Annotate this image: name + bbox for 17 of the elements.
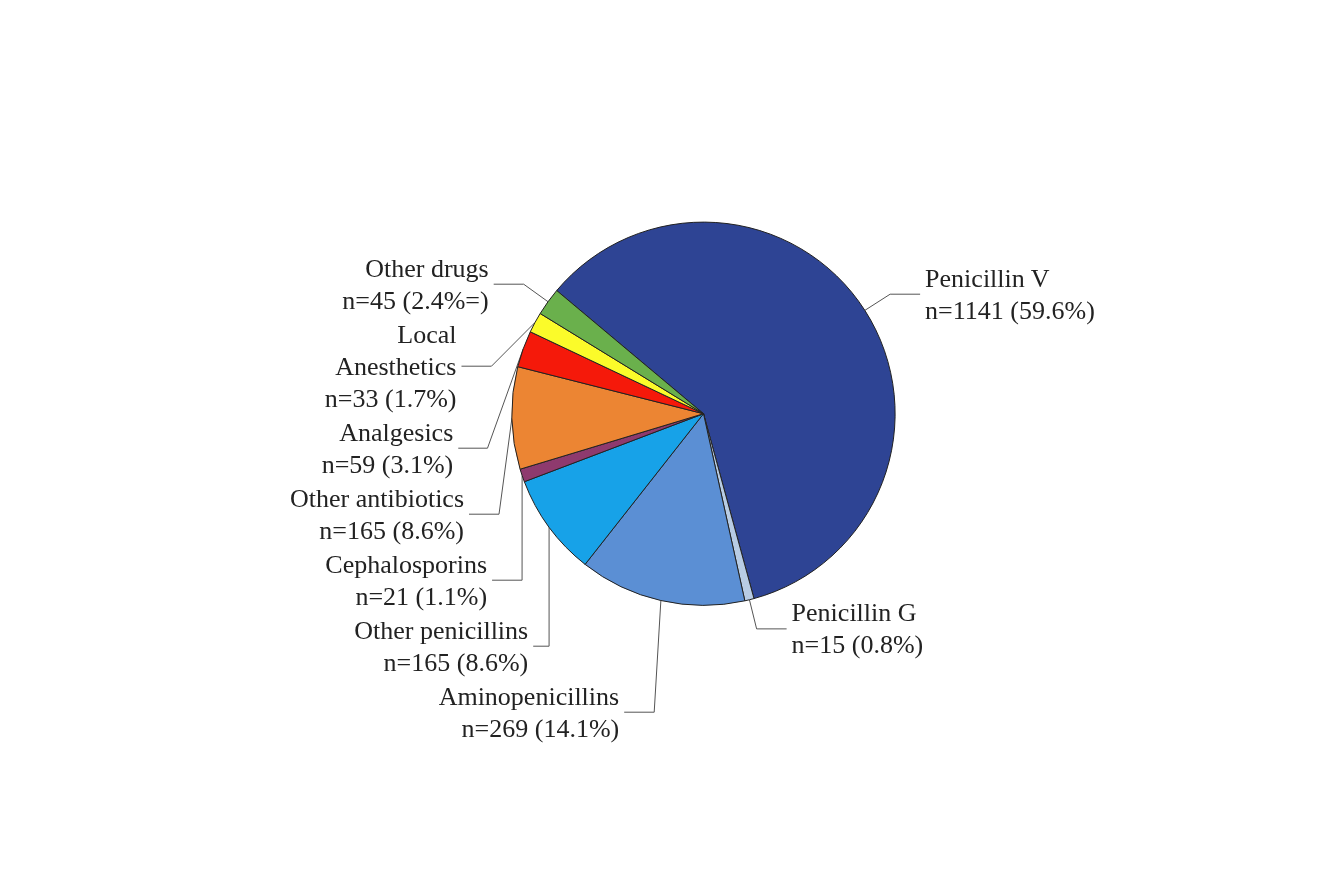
- data-label: n=15 (0.8%): [791, 630, 924, 660]
- slice-label: Aminopenicillins: [438, 681, 620, 711]
- data-label: n=165 (8.6%): [319, 515, 465, 545]
- slice-label: Penicillin G: [791, 598, 917, 628]
- slice-label: Other penicillins: [354, 615, 529, 645]
- data-label: n=1141 (59.6%): [925, 295, 1095, 325]
- data-label: n=33 (1.7%): [324, 383, 457, 413]
- data-label: n=59 (3.1%): [321, 449, 454, 479]
- data-label: n=269 (14.1%): [461, 713, 620, 743]
- slice-label: Penicillin V: [925, 263, 1050, 293]
- data-label: n=45 (2.4%=): [342, 285, 489, 315]
- slice-label: Other drugs: [365, 253, 489, 283]
- data-label: n=21 (1.1%): [355, 581, 488, 611]
- slice-label: Other antibiotics: [290, 483, 465, 513]
- data-label: n=165 (8.6%): [383, 647, 529, 677]
- slice-label: Analgesics: [339, 417, 454, 447]
- slice-label: Cephalosporins: [325, 549, 488, 579]
